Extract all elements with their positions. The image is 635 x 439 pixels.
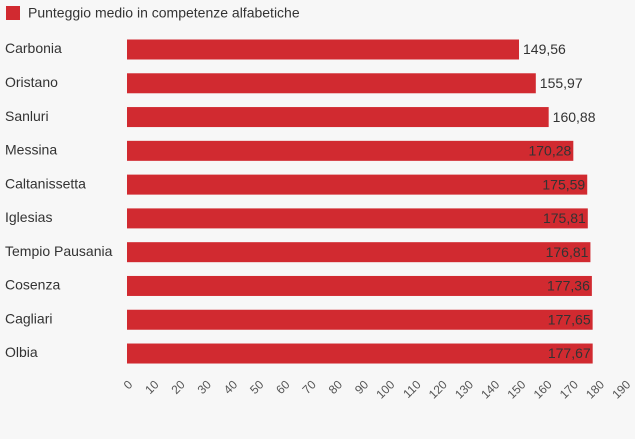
- legend-swatch: [6, 6, 20, 20]
- value-label: 177,67: [548, 345, 591, 361]
- value-label: 176,81: [546, 244, 589, 260]
- category-label: Carbonia: [5, 40, 62, 56]
- x-tick-label: 140: [478, 377, 502, 401]
- value-label: 175,59: [542, 176, 585, 192]
- bar: [127, 208, 588, 229]
- x-tick-label: 90: [352, 377, 372, 397]
- bar: [127, 343, 593, 364]
- bar: [127, 275, 592, 296]
- bar: [127, 140, 574, 161]
- x-tick-label: 120: [426, 377, 450, 401]
- x-tick-label: 160: [531, 377, 555, 401]
- x-tick-label: 70: [299, 377, 319, 397]
- value-label: 177,65: [548, 311, 591, 327]
- value-label: 160,88: [553, 109, 596, 125]
- category-label: Sanluri: [5, 108, 49, 124]
- value-label: 170,28: [528, 143, 571, 159]
- x-tick-label: 0: [121, 377, 136, 392]
- value-label: 175,81: [543, 210, 586, 226]
- value-label: 149,56: [523, 41, 566, 57]
- x-tick-label: 50: [247, 377, 267, 397]
- bar: [127, 39, 520, 60]
- bar: [127, 73, 536, 94]
- x-tick-label: 60: [273, 377, 293, 397]
- x-tick-label: 180: [583, 377, 607, 401]
- x-tick-label: 40: [221, 377, 241, 397]
- x-tick-label: 110: [400, 377, 424, 401]
- x-tick-label: 150: [504, 377, 528, 401]
- x-tick-label: 100: [373, 377, 397, 401]
- category-label: Olbia: [5, 344, 38, 360]
- x-tick-label: 10: [142, 377, 162, 397]
- category-label: Messina: [5, 142, 57, 158]
- category-label: Cosenza: [5, 277, 60, 293]
- x-tick-label: 30: [195, 377, 215, 397]
- x-tick-label: 20: [168, 377, 188, 397]
- category-label: Iglesias: [5, 209, 52, 225]
- category-label: Oristano: [5, 74, 58, 90]
- bar: [127, 107, 549, 128]
- category-label: Caltanissetta: [5, 175, 86, 191]
- value-label: 177,36: [547, 278, 590, 294]
- value-label: 155,97: [540, 75, 583, 91]
- category-label: Cagliari: [5, 310, 52, 326]
- category-label: Tempio Pausania: [5, 243, 113, 259]
- x-tick-label: 170: [557, 377, 581, 401]
- bar: [127, 174, 588, 195]
- x-tick-label: 190: [609, 377, 633, 401]
- legend-label: Punteggio medio in competenze alfabetich…: [28, 5, 300, 21]
- bar: [127, 309, 593, 330]
- x-tick-label: 80: [326, 377, 346, 397]
- x-tick-label: 130: [452, 377, 476, 401]
- bar: [127, 242, 591, 263]
